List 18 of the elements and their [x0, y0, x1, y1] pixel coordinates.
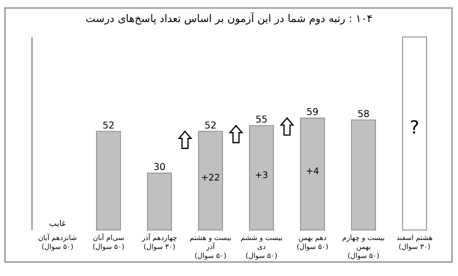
bar — [249, 125, 274, 230]
data-label: 52 — [204, 120, 217, 132]
annotation: +22 — [201, 174, 220, 184]
bar — [198, 130, 223, 230]
data-label: 52 — [102, 120, 115, 132]
annotation: +4 — [306, 167, 320, 178]
data-label: 55 — [255, 114, 268, 126]
data-label: 58 — [357, 108, 370, 120]
bar — [96, 130, 121, 230]
bar — [351, 119, 376, 230]
bar — [300, 118, 325, 230]
annotation: +3 — [254, 170, 268, 181]
chart-title: ۱۰۴ : رتبه دوم شما در این آزمون بر اساس تعداد پاسخ‌های درست — [86, 12, 372, 25]
text: ? — [410, 118, 420, 138]
data-label: 59 — [306, 107, 319, 118]
text: غایب — [49, 219, 66, 228]
bar — [147, 172, 172, 230]
data-label: 30 — [153, 162, 166, 174]
